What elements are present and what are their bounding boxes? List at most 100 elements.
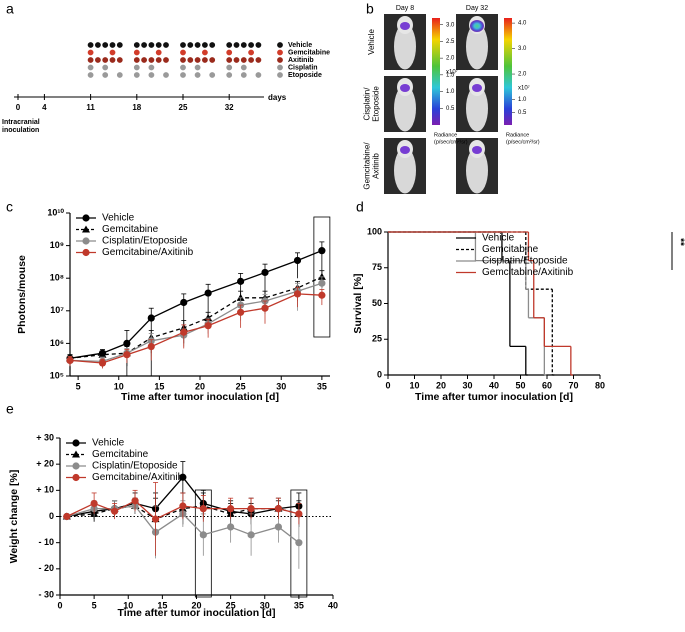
schedule-legend-label: Etoposide [288, 72, 322, 79]
dose-dot [95, 42, 101, 48]
dose-dot [163, 72, 169, 78]
panel-label: c [6, 199, 13, 215]
marker [274, 505, 282, 513]
marker [98, 350, 107, 358]
dose-dot [240, 42, 247, 48]
x-tick-label: 20 [195, 381, 205, 391]
y-tick-label: - 20 [38, 563, 54, 573]
legend-label: Vehicle [482, 233, 515, 244]
dose-dot [202, 57, 208, 63]
dose-dot [194, 57, 201, 63]
x-tick-label: 20 [191, 600, 201, 610]
dose-dot [87, 57, 94, 63]
y-tick-label: 10⁸ [50, 273, 64, 283]
y-tick-label: 10¹⁰ [47, 207, 64, 217]
color-bar-label: 1.0 [446, 89, 455, 95]
dose-dot [163, 42, 169, 48]
dose-dot [194, 64, 201, 71]
color-bar-label: 0.5 [518, 110, 527, 116]
dose-dot [102, 72, 109, 78]
marker [261, 268, 269, 277]
dose-dot [102, 42, 109, 48]
dose-dot [116, 42, 123, 48]
panel-label: d [356, 199, 364, 215]
color-bar-label: 1.5 [446, 72, 455, 78]
dose-dot [240, 72, 247, 78]
group-label: Etoposide [372, 86, 381, 122]
dose-dot [141, 57, 148, 63]
marker [227, 523, 235, 531]
dose-dot [163, 57, 169, 63]
dose-dot [155, 42, 162, 48]
x-tick-label: 35 [317, 381, 327, 391]
y-tick-label: 25 [372, 334, 382, 344]
marker [261, 304, 269, 312]
x-axis-label: Time after tumor inoculation [d] [121, 391, 279, 403]
dose-dot [95, 57, 101, 63]
dose-dot [102, 64, 109, 71]
signal [400, 84, 410, 92]
marker [204, 289, 212, 297]
dose-dot [180, 42, 186, 48]
signal [472, 146, 482, 154]
dose-dot [209, 72, 216, 78]
y-tick-label: - 30 [38, 589, 54, 599]
marker [180, 298, 188, 307]
legend-marker [82, 248, 90, 257]
y-tick-label: 10⁹ [50, 240, 64, 250]
dose-dot [248, 49, 255, 56]
y-axis-label: Photons/mouse [16, 255, 28, 334]
marker [151, 515, 160, 523]
dose-dot [180, 57, 186, 63]
color-bar-unit: (p/sec/cm²/sr) [434, 139, 468, 145]
dose-dot [148, 57, 155, 63]
day-label: 11 [86, 103, 95, 112]
marker [236, 293, 245, 301]
y-tick-label: 75 [372, 262, 382, 272]
dose-dot [194, 42, 201, 48]
highlight-box [313, 216, 331, 338]
series-line [69, 293, 322, 364]
signal [400, 22, 410, 30]
x-tick-label: 15 [154, 381, 164, 391]
dose-dot [109, 49, 116, 56]
significance: ** [674, 238, 685, 246]
schedule-legend-dot [277, 42, 283, 48]
schedule-legend-label: Axitinib [288, 57, 314, 64]
dose-dot [102, 57, 109, 63]
x-tick-label: 40 [489, 380, 499, 390]
dose-dot [233, 57, 240, 63]
dose-dot [116, 57, 123, 63]
dose-dot [233, 42, 240, 48]
inoculation-note: Intracranial [2, 119, 40, 126]
legend-marker [72, 439, 80, 447]
schedule-legend-label: Gemcitabine [288, 49, 330, 56]
dose-dot [148, 64, 155, 71]
x-tick-label: 0 [385, 380, 390, 390]
marker [237, 308, 245, 316]
legend-label: Gemcitabine/Axitinib [102, 247, 194, 258]
legend-label: Gemcitabine [482, 244, 539, 255]
x-tick-label: 30 [462, 380, 472, 390]
marker [66, 356, 74, 365]
panel-label: e [6, 401, 14, 417]
marker [237, 277, 245, 285]
x-tick-label: 25 [236, 381, 246, 391]
x-tick-label: 10 [123, 600, 133, 610]
dose-dot [226, 42, 233, 48]
group-label: Axitinib [372, 153, 381, 179]
y-tick-label: + 20 [36, 459, 54, 469]
schedule-legend-dot [277, 49, 283, 56]
x-tick-label: 35 [294, 600, 304, 610]
mouse-body [394, 23, 416, 70]
y-tick-label: 10⁵ [50, 370, 64, 380]
marker [179, 473, 187, 481]
color-bar-label: 3.0 [446, 22, 455, 28]
mouse-body [466, 85, 488, 132]
dose-dot [226, 49, 233, 56]
marker [293, 290, 302, 298]
schedule-legend-dot [277, 72, 283, 78]
legend-label: Cisplatin/Etoposide [102, 236, 188, 247]
dose-dot [133, 64, 140, 71]
marker [247, 531, 255, 539]
